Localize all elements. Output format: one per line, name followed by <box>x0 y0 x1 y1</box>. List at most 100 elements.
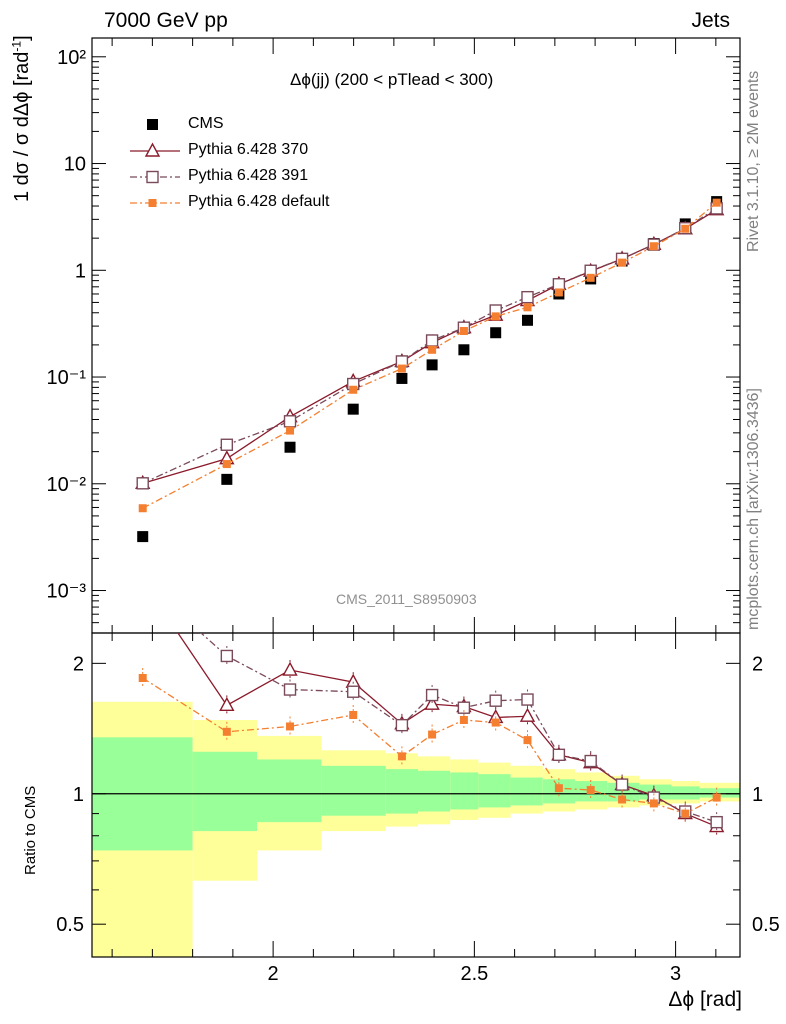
band-inner <box>671 786 700 800</box>
data-point-cms <box>521 314 533 326</box>
data-point-default <box>349 710 358 719</box>
mcplots-label: mcplots.cern.ch [arXiv:1306.3436] <box>745 388 762 630</box>
data-point-default <box>222 727 231 736</box>
legend-entry-default: Pythia 6.428 default <box>130 190 380 216</box>
legend-label: Pythia 6.428 391 <box>188 167 309 184</box>
data-point-391 <box>347 685 360 698</box>
data-point-default <box>349 385 358 394</box>
data-point-391 <box>710 815 723 829</box>
y-tick-label-main: 10² <box>57 47 86 69</box>
data-point-default <box>554 784 563 793</box>
legend-label: Pythia 6.428 370 <box>188 141 309 158</box>
data-point-370 <box>519 707 536 722</box>
legend-label: Pythia 6.428 default <box>188 193 330 210</box>
header-left-label: 7000 GeV pp <box>104 9 228 32</box>
legend-label: CMS <box>188 115 224 132</box>
data-point-391 <box>220 438 234 451</box>
main-series <box>135 196 725 543</box>
y-tick-label-ratio-right: 0.5 <box>752 914 780 936</box>
plot-title: Δϕ(jj) (200 < pTlead < 300) <box>290 70 494 89</box>
data-point-391 <box>552 278 566 291</box>
data-point-391 <box>521 693 534 706</box>
data-point-default <box>138 504 147 513</box>
y-tick-label-ratio-right: 1 <box>752 784 763 806</box>
y-tick-label-ratio: 1 <box>73 784 84 806</box>
data-point-cms <box>458 344 470 356</box>
data-point-default <box>428 345 437 354</box>
rivet-label: Rivet 3.1.10, ≥ 2M events <box>745 70 762 252</box>
data-point-default <box>397 364 406 373</box>
data-point-391 <box>521 290 534 304</box>
data-point-391 <box>615 778 629 791</box>
data-point-cms <box>396 372 408 384</box>
data-point-default <box>649 242 658 251</box>
ratio-series <box>136 574 725 837</box>
x-tick-label: 3 <box>670 963 681 985</box>
band-inner <box>510 777 543 806</box>
data-point-391 <box>584 754 597 768</box>
ratio-frame <box>91 632 741 958</box>
y-tick-label-main: 10⁻² <box>47 474 87 496</box>
y-tick-label-main: 10⁻³ <box>47 581 87 603</box>
data-point-391 <box>283 415 297 428</box>
data-point-391 <box>425 334 439 347</box>
band-inner <box>418 770 451 812</box>
y-tick-label-ratio: 2 <box>73 653 84 675</box>
analysis-tag: CMS_2011_S8950903 <box>336 591 477 607</box>
legend-entry-370: Pythia 6.428 370 <box>130 138 380 164</box>
y-axis-label-ratio: Ratio to CMS <box>22 785 39 875</box>
data-point-cms <box>137 531 149 543</box>
y-tick-label-main: 10 <box>64 154 86 176</box>
data-point-default <box>491 718 500 727</box>
data-point-default <box>459 326 468 335</box>
data-point-default <box>459 716 468 725</box>
legend-entry-cms: CMS <box>130 112 380 138</box>
data-point-cms <box>490 327 502 339</box>
data-point-default <box>618 258 627 267</box>
data-point-391 <box>137 575 148 586</box>
data-point-default <box>586 786 595 795</box>
x-axis-label: Δϕ [rad] <box>668 988 742 1011</box>
legend-marker-391 <box>130 170 180 184</box>
data-point-391 <box>283 683 297 696</box>
data-point-default <box>681 809 690 818</box>
band-inner <box>450 772 479 810</box>
data-point-cms <box>221 473 233 485</box>
band-inner <box>385 769 419 814</box>
data-point-391 <box>425 688 439 702</box>
legend-entry-391: Pythia 6.428 391 <box>130 164 380 190</box>
data-point-370 <box>136 574 149 586</box>
data-point-default <box>681 224 690 233</box>
data-point-cms <box>347 403 359 415</box>
data-point-370 <box>282 661 298 676</box>
data-point-default <box>428 730 437 739</box>
data-point-391 <box>136 477 149 490</box>
y-tick-label-ratio: 0.5 <box>56 914 84 936</box>
legend: CMS Pythia 6.428 370 Pythia 6.428 391 Py… <box>130 112 380 216</box>
data-point-default <box>397 752 406 761</box>
data-point-default <box>649 799 658 808</box>
data-point-391 <box>489 694 502 707</box>
legend-marker-default <box>130 199 180 207</box>
data-point-default <box>523 736 532 745</box>
band-inner <box>192 751 258 832</box>
band-inner <box>478 774 511 808</box>
data-point-391 <box>552 748 566 762</box>
data-point-cms <box>426 359 438 371</box>
y-tick-label-main: 1 <box>75 260 86 282</box>
ratio-bands <box>92 701 740 957</box>
y-tick-label-ratio-right: 2 <box>752 653 763 675</box>
data-point-370 <box>424 695 440 710</box>
band-inner <box>699 788 740 798</box>
x-tick-label: 2 <box>268 963 279 985</box>
legend-marker-cms <box>147 119 158 130</box>
data-point-default <box>286 722 295 731</box>
band-inner <box>257 759 322 823</box>
legend-marker-370 <box>130 142 180 157</box>
band-inner <box>321 765 386 816</box>
data-point-default <box>491 312 500 321</box>
data-point-default <box>712 793 721 802</box>
x-tick-label: 2.5 <box>460 963 488 985</box>
data-point-default <box>138 674 147 683</box>
